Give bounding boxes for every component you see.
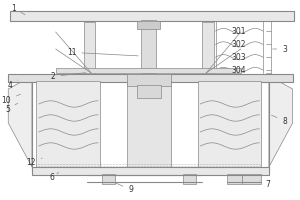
Bar — [8, 74, 292, 82]
Bar — [56, 68, 241, 73]
Text: 1: 1 — [11, 4, 25, 15]
Bar — [32, 167, 269, 175]
Text: 2: 2 — [51, 72, 86, 81]
Text: 10: 10 — [2, 94, 20, 105]
Text: 302: 302 — [232, 40, 246, 49]
Bar — [36, 81, 100, 167]
Text: 5: 5 — [5, 103, 18, 114]
Text: 6: 6 — [49, 172, 58, 182]
Bar — [137, 21, 160, 29]
Text: 7: 7 — [260, 180, 270, 189]
Bar — [242, 174, 262, 184]
Bar — [32, 76, 269, 171]
Bar — [136, 85, 161, 98]
Bar — [84, 22, 95, 77]
Text: 301: 301 — [232, 27, 246, 36]
Polygon shape — [269, 76, 292, 167]
Bar — [10, 11, 294, 21]
Bar — [198, 81, 262, 167]
Text: 11: 11 — [67, 48, 138, 57]
Text: 9: 9 — [116, 183, 133, 194]
Bar — [141, 20, 156, 73]
Bar — [127, 81, 171, 167]
Text: 12: 12 — [26, 158, 42, 167]
Text: 4: 4 — [8, 80, 18, 90]
Bar — [127, 74, 171, 86]
Bar — [202, 22, 214, 77]
Bar — [227, 174, 242, 184]
Polygon shape — [8, 76, 32, 167]
Text: 8: 8 — [272, 115, 287, 126]
Bar — [102, 174, 115, 184]
Text: 303: 303 — [232, 53, 247, 62]
Bar — [183, 174, 196, 184]
Text: 3: 3 — [273, 45, 287, 53]
Text: 304: 304 — [232, 66, 247, 75]
